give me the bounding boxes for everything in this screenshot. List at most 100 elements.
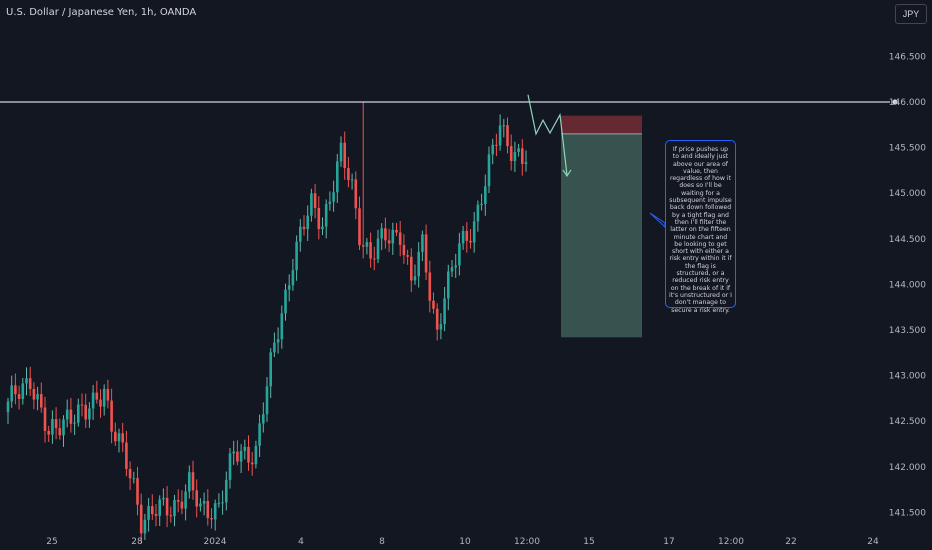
candle-body bbox=[509, 146, 513, 162]
symbol-title: U.S. Dollar / Japanese Yen, 1h, OANDA bbox=[6, 7, 197, 18]
candle-body bbox=[99, 399, 102, 407]
y-tick-label: 145.000 bbox=[889, 189, 926, 199]
candle-body bbox=[384, 228, 387, 241]
projection-arrowhead bbox=[562, 169, 572, 178]
candle-body bbox=[439, 324, 443, 330]
candle-body bbox=[398, 232, 402, 245]
candle-body bbox=[465, 230, 469, 241]
candle-body bbox=[151, 506, 154, 515]
candle-body bbox=[361, 245, 365, 247]
y-tick-label: 143.500 bbox=[889, 326, 926, 336]
candle-body bbox=[176, 499, 180, 502]
candle-body bbox=[336, 161, 339, 193]
take-profit-zone bbox=[561, 133, 642, 338]
candle-body bbox=[128, 468, 132, 479]
candle-body bbox=[273, 342, 276, 353]
candle-body bbox=[195, 490, 198, 507]
currency-button[interactable]: JPY bbox=[895, 4, 927, 24]
candle-body bbox=[472, 221, 476, 243]
candle-body bbox=[269, 352, 272, 387]
candle-body bbox=[391, 229, 395, 244]
candle-body bbox=[73, 422, 76, 424]
candle-body bbox=[321, 226, 324, 230]
candle-body bbox=[169, 515, 173, 517]
candle-body bbox=[202, 501, 206, 504]
candle-body bbox=[461, 230, 465, 244]
x-tick-label: 12:00 bbox=[718, 537, 744, 547]
candle-body bbox=[328, 201, 332, 205]
candle-body bbox=[480, 203, 483, 205]
candle-body bbox=[406, 255, 409, 257]
candle-body bbox=[365, 242, 369, 247]
candle-body bbox=[317, 208, 321, 230]
y-tick-label: 142.000 bbox=[889, 463, 926, 473]
candle-body bbox=[17, 394, 21, 399]
candle-body bbox=[221, 502, 224, 504]
x-tick-label: 15 bbox=[583, 537, 594, 547]
candle-body bbox=[310, 193, 313, 216]
candle-body bbox=[354, 179, 358, 209]
candle-body bbox=[247, 446, 250, 463]
candle-body bbox=[184, 491, 187, 509]
candle-body bbox=[258, 423, 261, 446]
candle-body bbox=[114, 431, 117, 442]
candle-body bbox=[469, 240, 472, 243]
candle-body bbox=[106, 388, 110, 401]
candle-body bbox=[239, 450, 243, 462]
candle-body bbox=[162, 497, 165, 500]
candle-body bbox=[110, 400, 113, 432]
candle-body bbox=[295, 241, 298, 271]
y-tick-label: 145.500 bbox=[889, 144, 926, 154]
candle-body bbox=[276, 339, 280, 343]
candle-body bbox=[262, 414, 265, 424]
x-tick-label: 24 bbox=[867, 537, 879, 547]
y-tick-label: 141.500 bbox=[889, 508, 926, 518]
candle-body bbox=[380, 228, 383, 239]
candle-body bbox=[424, 234, 428, 273]
candle-body bbox=[217, 503, 221, 505]
candle-body bbox=[147, 506, 150, 520]
candle-body bbox=[498, 125, 502, 146]
candle-body bbox=[213, 503, 217, 520]
candle-body bbox=[136, 478, 139, 505]
candle-body bbox=[395, 229, 398, 233]
x-tick-label: 12:00 bbox=[514, 537, 540, 547]
candle-body bbox=[484, 186, 487, 204]
candle-body bbox=[376, 238, 380, 259]
candle-body bbox=[206, 501, 210, 519]
candle-body bbox=[306, 215, 309, 230]
candle-body bbox=[443, 298, 446, 325]
x-tick-label: 10 bbox=[459, 537, 471, 547]
trade-note[interactable]: If price pushes up to and ideally just a… bbox=[665, 140, 736, 314]
stop-loss-zone bbox=[561, 115, 642, 134]
candle-body bbox=[280, 313, 284, 340]
candle-body bbox=[180, 501, 184, 509]
y-tick-label: 146.000 bbox=[889, 98, 926, 108]
candle-body bbox=[521, 148, 524, 164]
candle-body bbox=[236, 451, 239, 462]
candle-body bbox=[387, 240, 391, 244]
candle-body bbox=[250, 462, 254, 465]
x-tick-label: 2024 bbox=[204, 537, 227, 547]
x-tick-label: 4 bbox=[298, 537, 304, 547]
candle-body bbox=[432, 300, 435, 309]
x-tick-label: 25 bbox=[46, 537, 57, 547]
candle-body bbox=[10, 385, 13, 402]
candle-body bbox=[143, 519, 147, 534]
candle-body bbox=[254, 445, 258, 465]
candle-body bbox=[265, 386, 269, 415]
candle-body bbox=[513, 151, 517, 162]
note-pointer bbox=[649, 212, 666, 229]
candle-body bbox=[54, 419, 58, 429]
candle-body bbox=[369, 242, 372, 259]
candle-body bbox=[225, 479, 228, 503]
candle-body bbox=[287, 285, 291, 290]
candle-body bbox=[343, 142, 346, 169]
candle-body bbox=[188, 472, 191, 492]
candle-body bbox=[6, 401, 10, 413]
candle-body bbox=[347, 168, 350, 181]
candle-body bbox=[132, 478, 136, 480]
candle-body bbox=[495, 144, 498, 146]
